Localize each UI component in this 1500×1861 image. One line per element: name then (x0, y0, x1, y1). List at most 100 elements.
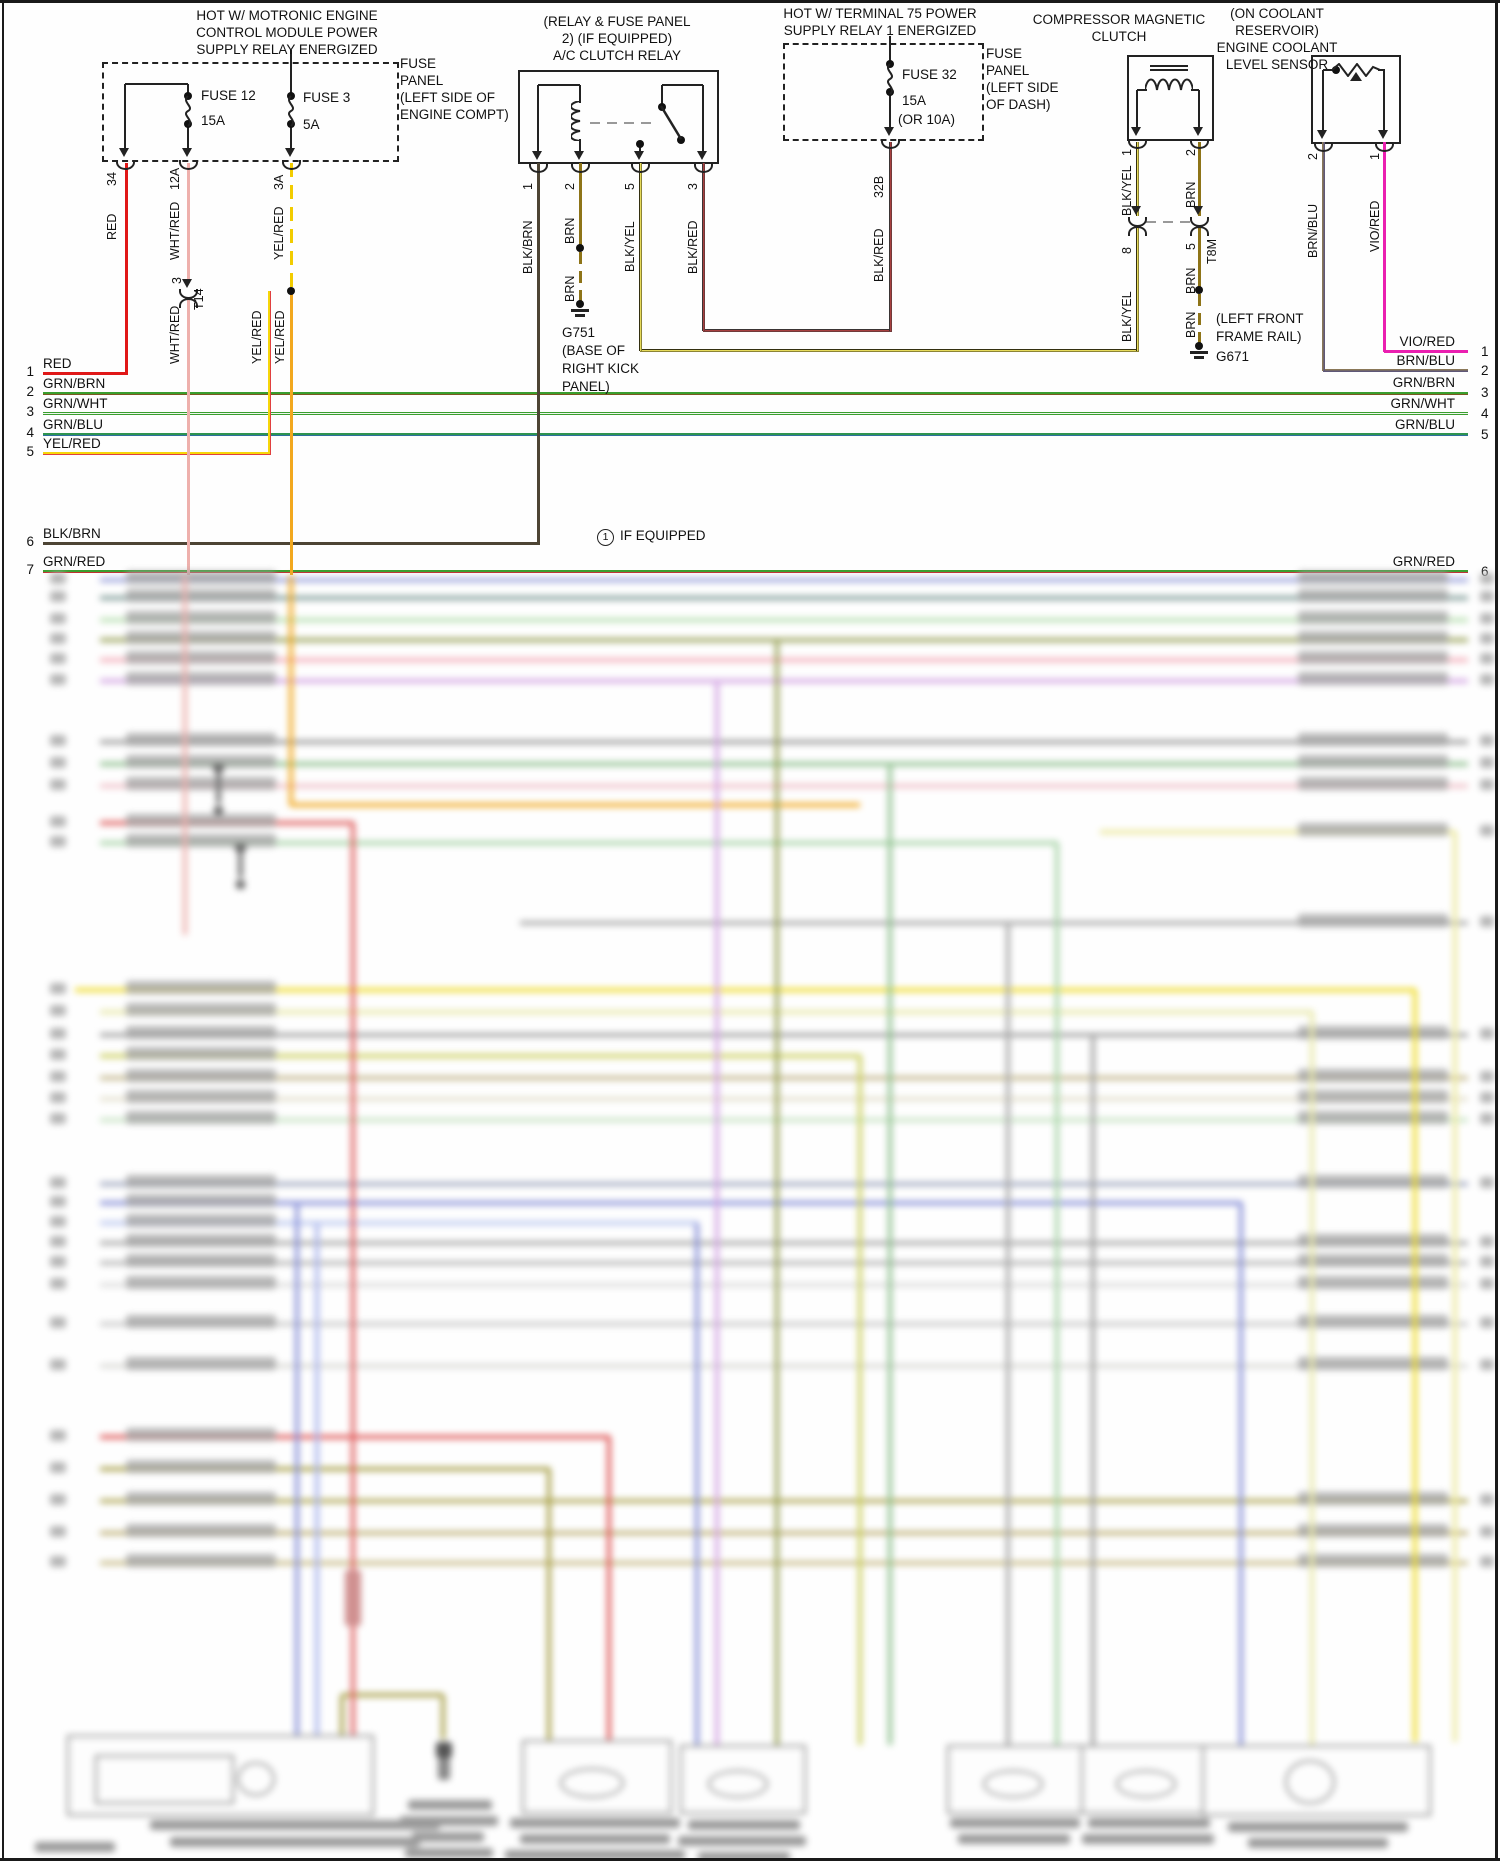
junction-dot (677, 136, 685, 144)
wire-vertical (1135, 142, 1139, 216)
junction-dot (576, 244, 584, 252)
blurred-wire-horizontal (100, 1182, 1468, 1186)
level-indicator-icon (1350, 72, 1362, 81)
wire-vertical (702, 85, 704, 152)
wire-color-label: 3A (272, 174, 286, 190)
blurred-wire-vertical (858, 1056, 862, 1745)
blurred-wire-label (126, 1026, 276, 1039)
blurred-wire-vertical (1453, 832, 1457, 1742)
left-row-label: GRN/BRN (43, 376, 106, 391)
wire-color-label: 3 (170, 277, 184, 284)
blurred-wire-horizontal (100, 578, 1468, 582)
blurred-symbol (238, 848, 243, 878)
blurred-wire-label (126, 1492, 276, 1505)
blurred-wire-vertical (441, 1695, 445, 1739)
blurred-wire-label (1298, 1554, 1448, 1567)
blurred-wire-horizontal (100, 1283, 1468, 1287)
wire-color-label: BRN (563, 217, 577, 244)
blurred-wire-horizontal (100, 1261, 1468, 1265)
blurred-wire-horizontal (75, 988, 1416, 992)
blurred-wire-horizontal (100, 679, 1468, 683)
blurred-wire-label (1298, 1234, 1448, 1247)
arrow-down-icon (1378, 130, 1388, 139)
wire-color-label: BRN (1184, 311, 1198, 338)
wire-color-label: BRN (1184, 181, 1198, 208)
wire-vertical (1322, 70, 1324, 130)
blurred-caption (1082, 1834, 1214, 1844)
wire-vertical (661, 85, 663, 107)
blurred-wire-label (126, 1003, 276, 1016)
wire-vertical (1321, 142, 1325, 371)
wire-color-label: BRN (563, 275, 577, 302)
wire-color-label: BRN (1184, 267, 1198, 294)
arrow-down-icon (1131, 127, 1141, 136)
blurred-wire-horizontal (100, 1221, 698, 1225)
blurred-row-number (50, 633, 66, 644)
right-row-number: 3 (1481, 385, 1489, 400)
blurred-wire-horizontal (1100, 830, 1456, 834)
blurred-wire-horizontal (100, 841, 1058, 845)
fuse-icon (882, 63, 898, 100)
blurred-row-number (1480, 779, 1494, 790)
arrow-down-icon (119, 148, 129, 157)
blurred-wire-vertical (1310, 1012, 1314, 1745)
right-row-label: VIO/RED (1399, 334, 1455, 349)
blurred-wire-label (126, 814, 276, 827)
blurred-wire-label (1298, 672, 1448, 685)
ac-clutch-relay-box (518, 70, 719, 164)
wire-horizontal (590, 122, 655, 124)
blurred-row-number (50, 653, 66, 664)
blurred-row-number (1480, 1317, 1494, 1328)
left-row-number: 4 (26, 425, 34, 440)
connector-plug-icon (1128, 226, 1147, 236)
blurred-row-number (50, 735, 66, 746)
blurred-wire-label (126, 733, 276, 746)
diagram-label: (ON COOLANT (1230, 6, 1324, 21)
wire-horizontal (1378, 69, 1385, 71)
connector-socket-icon (881, 139, 900, 149)
wire-vertical (1197, 228, 1201, 290)
blurred-wire-horizontal (342, 1693, 443, 1697)
blurred-row-number (1480, 735, 1494, 746)
diagram-label: OF DASH) (986, 97, 1051, 112)
circled-one-icon: 1 (597, 529, 614, 546)
left-row-label: YEL/RED (43, 436, 101, 451)
blurred-wire-label (126, 755, 276, 768)
wire-vertical (289, 163, 293, 288)
blurred-wire-horizontal (100, 1499, 1468, 1503)
blurred-wire-label (126, 1254, 276, 1267)
blurred-row-number (1480, 1236, 1494, 1247)
blurred-wire-horizontal (100, 1561, 1468, 1565)
wire-color-label: 32B (872, 175, 886, 198)
diagram-label: RESERVOIR) (1235, 23, 1319, 38)
blurred-row-number (50, 836, 66, 847)
junction-dot (886, 88, 894, 96)
blurred-wire-vertical (1006, 923, 1010, 1745)
blurred-wire-label (126, 1315, 276, 1328)
connector-plug-icon (1190, 226, 1209, 236)
blurred-row-number (50, 591, 66, 602)
blurred-wire-label (126, 1460, 276, 1473)
wire-color-label: WHT/RED (168, 305, 182, 364)
blurred-wire-label (1298, 589, 1448, 602)
connector-socket-icon (694, 163, 713, 173)
wire-vertical (289, 292, 293, 575)
page-border-line (0, 1858, 1500, 1861)
wire-horizontal (538, 84, 580, 86)
diagram-label: IF EQUIPPED (620, 528, 706, 543)
wire-vertical (1135, 228, 1139, 351)
blurred-wire-horizontal (100, 1033, 1468, 1037)
compressor-clutch-box (1127, 55, 1214, 141)
blurred-row-number (1480, 653, 1494, 664)
wire-color-label: T8M (1205, 239, 1219, 264)
wire-color-label: BLK/BRN (521, 220, 535, 275)
blurred-row-number (1480, 825, 1494, 836)
wire-horizontal (43, 371, 128, 375)
arrow-down-icon (1193, 127, 1203, 136)
left-row-label: RED (43, 356, 72, 371)
junction-dot (184, 120, 192, 128)
blurred-wire-label (126, 777, 276, 790)
wire-vertical (578, 252, 582, 303)
connector-socket-icon (1314, 142, 1333, 152)
right-row-number: 6 (1481, 564, 1489, 579)
